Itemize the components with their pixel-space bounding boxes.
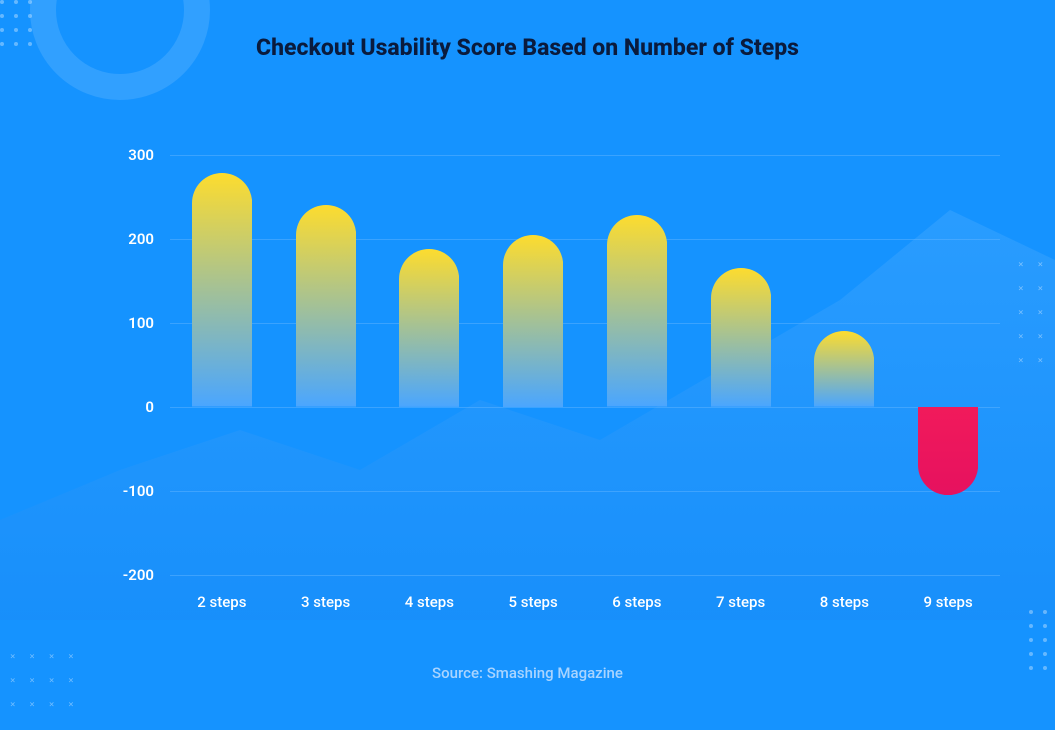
chart-container: ××××× ××××× ×××× ×××× ×××× Checkout Usab… — [0, 0, 1055, 730]
deco-dots-bottom-right — [1029, 610, 1047, 670]
deco-x-right: ××××× ××××× — [1018, 260, 1043, 366]
bar — [814, 331, 874, 407]
gridline — [170, 155, 1000, 156]
x-axis-label: 5 steps — [509, 575, 558, 611]
x-axis-label: 6 steps — [612, 575, 661, 611]
y-axis-label: 200 — [128, 230, 170, 248]
gridline — [170, 407, 1000, 408]
x-axis-label: 3 steps — [301, 575, 350, 611]
y-axis-label: -200 — [123, 566, 170, 584]
source-caption: Source: Smashing Magazine — [0, 664, 1055, 682]
gridline — [170, 491, 1000, 492]
x-axis-label: 8 steps — [820, 575, 869, 611]
bar — [192, 173, 252, 407]
bar — [607, 215, 667, 407]
x-axis-label: 4 steps — [405, 575, 454, 611]
plot-area: -200-10001002003002 steps3 steps4 steps5… — [170, 155, 1000, 575]
gridline — [170, 575, 1000, 576]
x-axis-label: 7 steps — [716, 575, 765, 611]
bar — [296, 205, 356, 407]
y-axis-label: -100 — [123, 482, 170, 500]
bar — [918, 407, 978, 495]
bar — [711, 268, 771, 407]
chart-title: Checkout Usability Score Based on Number… — [0, 34, 1055, 61]
bar — [399, 249, 459, 407]
y-axis-label: 0 — [145, 398, 170, 416]
gridline — [170, 323, 1000, 324]
gridline — [170, 239, 1000, 240]
x-axis-label: 2 steps — [197, 575, 246, 611]
bar — [503, 235, 563, 407]
x-axis-label: 9 steps — [924, 575, 973, 611]
y-axis-label: 300 — [128, 146, 170, 164]
y-axis-label: 100 — [128, 314, 170, 332]
